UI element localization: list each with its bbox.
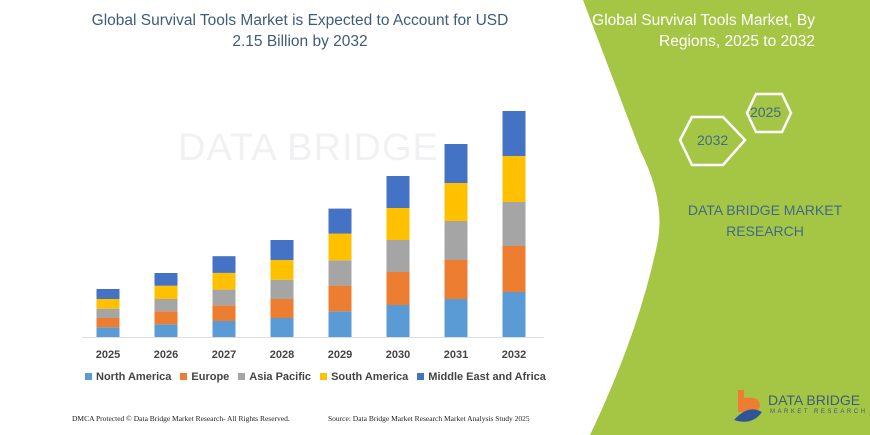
x-tick-label: 2030 bbox=[386, 349, 410, 361]
bar-segment-south-america-2032 bbox=[502, 156, 526, 202]
bar-segment-south-america-2029 bbox=[328, 233, 352, 261]
bar-segment-asia-pacific-2031 bbox=[444, 221, 468, 260]
legend-swatch bbox=[238, 373, 246, 380]
bar-segment-europe-2030 bbox=[386, 272, 410, 305]
bar-segment-north-america-2028 bbox=[270, 318, 294, 337]
bar-segment-north-america-2031 bbox=[444, 299, 468, 337]
legend-item: Europe bbox=[180, 371, 229, 383]
hexagon-2032 bbox=[678, 115, 747, 167]
bar-segment-middle-east-and-africa-2027 bbox=[212, 256, 236, 273]
chart-title: Global Survival Tools Market is Expected… bbox=[91, 12, 509, 50]
bar-segment-europe-2032 bbox=[502, 246, 526, 292]
logo-icon bbox=[734, 390, 762, 422]
legend-label: Middle East and Africa bbox=[428, 371, 546, 383]
bar-segment-europe-2029 bbox=[328, 285, 352, 312]
bar-segment-north-america-2032 bbox=[502, 292, 526, 337]
bar-segment-middle-east-and-africa-2028 bbox=[270, 240, 294, 260]
hex-label-2025: 2025 bbox=[750, 104, 782, 120]
bar-segment-north-america-2029 bbox=[328, 311, 352, 337]
legend-swatch bbox=[180, 373, 188, 380]
bar-segment-middle-east-and-africa-2026 bbox=[154, 273, 178, 286]
bar-segment-south-america-2030 bbox=[386, 208, 410, 240]
side-panel-title: Global Survival Tools Market, By Regions… bbox=[592, 12, 815, 50]
bar-segment-middle-east-and-africa-2030 bbox=[386, 176, 410, 208]
legend-label: Asia Pacific bbox=[249, 371, 312, 383]
x-tick-label: 2025 bbox=[96, 349, 120, 361]
bar-segment-north-america-2027 bbox=[212, 321, 236, 337]
bar-segment-south-america-2027 bbox=[212, 272, 236, 290]
legend-swatch bbox=[320, 373, 328, 380]
bar-segment-asia-pacific-2027 bbox=[212, 289, 236, 306]
bar-segment-asia-pacific-2032 bbox=[502, 202, 526, 246]
bar-segment-north-america-2025 bbox=[96, 327, 120, 337]
bar-segment-middle-east-and-africa-2031 bbox=[444, 144, 468, 183]
green-side-panel bbox=[583, 0, 870, 435]
bar-segment-asia-pacific-2028 bbox=[270, 279, 294, 299]
stacked-bar-chart bbox=[96, 111, 526, 337]
bar-segment-middle-east-and-africa-2029 bbox=[328, 208, 352, 234]
legend-item: South America bbox=[320, 371, 408, 383]
legend-item: North America bbox=[85, 371, 171, 383]
bar-segment-south-america-2026 bbox=[154, 285, 178, 299]
legend-label: North America bbox=[96, 371, 172, 383]
legend-swatch bbox=[85, 373, 92, 380]
x-tick-label: 2032 bbox=[502, 349, 526, 361]
bar-segment-asia-pacific-2030 bbox=[386, 240, 410, 272]
x-tick-label: 2031 bbox=[444, 349, 468, 361]
legend-label: Europe bbox=[191, 371, 230, 383]
bar-segment-north-america-2030 bbox=[386, 305, 410, 337]
watermark: DATA BRIDGE bbox=[178, 127, 439, 169]
legend-item: Asia Pacific bbox=[238, 371, 311, 383]
legend-item: Middle East and Africa bbox=[417, 371, 546, 383]
bar-segment-middle-east-and-africa-2025 bbox=[96, 289, 120, 299]
legend-swatch bbox=[417, 373, 425, 380]
bar-segment-europe-2028 bbox=[270, 299, 294, 318]
bar-segment-north-america-2026 bbox=[154, 324, 178, 337]
x-tick-label: 2027 bbox=[212, 349, 236, 361]
bar-segment-asia-pacific-2026 bbox=[154, 299, 178, 312]
bar-segment-europe-2026 bbox=[154, 311, 178, 325]
logo-name: DATA BRIDGE bbox=[768, 392, 861, 408]
bar-segment-south-america-2025 bbox=[96, 299, 120, 309]
bar-segment-middle-east-and-africa-2032 bbox=[502, 111, 526, 156]
footer-copyright: DMCA Protected © Data Bridge Market Rese… bbox=[72, 414, 290, 423]
x-tick-label: 2028 bbox=[270, 349, 294, 361]
hex-label-2032: 2032 bbox=[697, 132, 729, 148]
bar-segment-europe-2031 bbox=[444, 260, 468, 299]
bar-segment-south-america-2031 bbox=[444, 183, 468, 221]
side-panel-brand: DATA BRIDGE MARKET RESEARCH bbox=[687, 202, 843, 239]
bar-segment-europe-2025 bbox=[96, 318, 120, 328]
bar-segment-europe-2027 bbox=[212, 305, 236, 321]
bar-segment-south-america-2028 bbox=[270, 260, 294, 280]
bar-segment-asia-pacific-2025 bbox=[96, 308, 120, 318]
footer-source: Source: Data Bridge Market Research Mark… bbox=[328, 414, 530, 423]
logo-subtitle: MARKET RESEARCH bbox=[770, 409, 868, 415]
x-tick-label: 2026 bbox=[154, 349, 178, 361]
hexagon-2025 bbox=[745, 92, 793, 134]
legend: North America Europe Asia Pacific South Ame… bbox=[85, 371, 546, 383]
x-tick-label: 2029 bbox=[328, 349, 352, 361]
bar-segment-asia-pacific-2029 bbox=[328, 260, 352, 286]
legend-label: South America bbox=[331, 371, 409, 383]
